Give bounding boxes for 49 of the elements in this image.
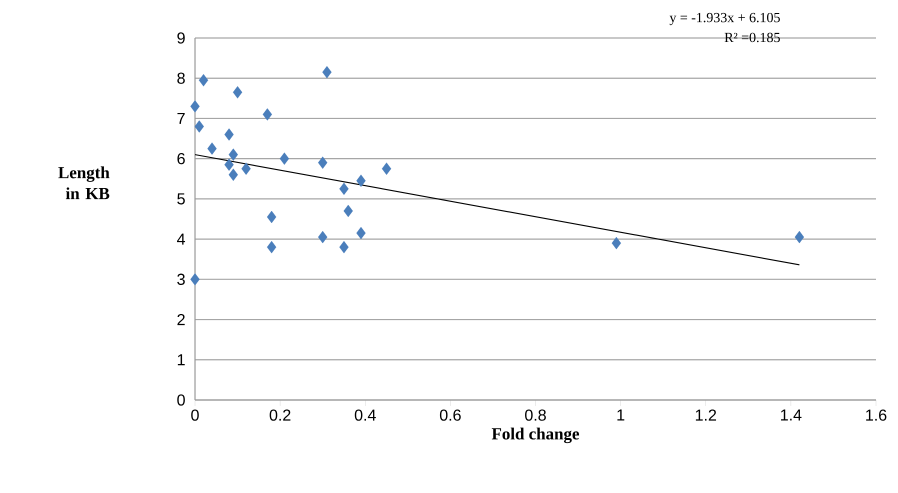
y-axis-title: Length in KB: [58, 166, 110, 200]
y-tick-label: 6: [177, 153, 185, 164]
point: [262, 108, 272, 121]
x-tick-label: 0.4: [354, 409, 376, 421]
y-tick-label: 1: [178, 354, 185, 366]
y-tick-label: 0: [177, 394, 185, 406]
point: [228, 168, 238, 181]
point: [190, 273, 200, 286]
point: [322, 66, 332, 78]
y-tick-label: 9: [177, 32, 185, 44]
y-tick-label: 3: [177, 274, 185, 285]
point: [194, 120, 204, 133]
point: [207, 142, 217, 155]
x-tick-label: 1: [617, 409, 624, 420]
point: [241, 162, 251, 175]
x-tick-label: 0.8: [525, 409, 546, 421]
point: [228, 148, 238, 161]
point: [224, 158, 234, 171]
point: [266, 240, 276, 254]
x-tick-label: 1.4: [781, 409, 802, 420]
point: [339, 240, 349, 254]
point: [232, 86, 242, 98]
point: [224, 128, 234, 141]
x-tick-label: 0: [191, 409, 199, 421]
point: [318, 156, 328, 169]
y-tick-label: 7: [177, 112, 185, 124]
point: [266, 210, 276, 224]
point: [356, 226, 366, 240]
y-tick-label: 4: [177, 234, 186, 245]
x-tick-label: 0.6: [440, 409, 461, 421]
y-tick-label: 2: [177, 314, 185, 326]
point: [190, 100, 200, 113]
y-tick-label: 5: [177, 193, 185, 204]
point: [612, 236, 622, 250]
annotation: R² =0.185: [724, 32, 780, 42]
point: [339, 182, 349, 195]
point: [280, 152, 290, 165]
text: y = -1.933x + 6.105: [670, 12, 780, 26]
x-tick-label: 0.2: [270, 409, 290, 421]
point: [344, 204, 353, 218]
x-axis-title: Fold change: [492, 428, 580, 444]
point: [198, 74, 208, 86]
point: [356, 174, 366, 187]
point: [794, 230, 804, 244]
point: [382, 162, 392, 175]
point: [318, 230, 328, 244]
x-tick-label: 1.6: [866, 409, 886, 421]
x-tick-label: 1.2: [696, 409, 716, 421]
y-tick-label: 8: [177, 72, 185, 84]
